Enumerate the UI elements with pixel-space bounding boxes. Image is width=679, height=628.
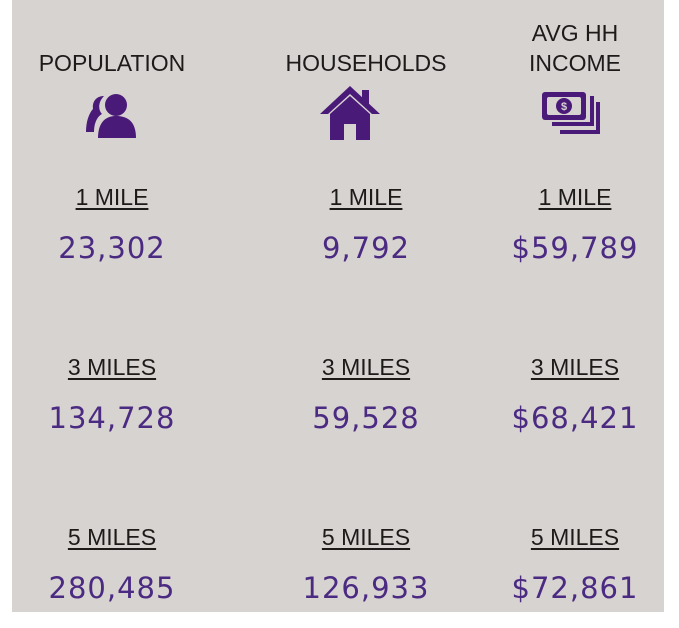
stat-value: $72,861 (511, 571, 639, 605)
stat-value: $68,421 (511, 401, 639, 435)
stat-value: 126,933 (302, 571, 430, 605)
radius-label: 5 MILES (321, 524, 411, 550)
column-header: HOUSEHOLDS (285, 50, 447, 76)
radius-label: 5 MILES (530, 524, 620, 550)
radius-label: 1 MILE (75, 184, 149, 210)
demographics-panel: $ POPULATION 1 MILE 23,302 3 MILES 134,728 5 … (12, 0, 664, 612)
radius-label: 1 MILE (538, 184, 612, 210)
radius-label: 3 MILES (321, 354, 411, 380)
column-header: POPULATION (38, 50, 186, 76)
radius-label: 3 MILES (67, 354, 157, 380)
income-icon: $ (542, 92, 600, 134)
radius-label: 5 MILES (67, 524, 157, 550)
stat-value: 23,302 (58, 231, 166, 265)
stat-value: 134,728 (48, 401, 176, 435)
households-icon (320, 86, 380, 140)
stat-value: 59,528 (312, 401, 420, 435)
population-icon (86, 94, 136, 138)
stat-value: 9,792 (321, 231, 411, 265)
radius-label: 1 MILE (329, 184, 403, 210)
stat-value: 280,485 (48, 571, 176, 605)
column-header: AVG HH INCOME (529, 20, 621, 76)
radius-label: 3 MILES (530, 354, 620, 380)
svg-text:$: $ (561, 101, 567, 113)
stat-value: $59,789 (511, 231, 639, 265)
